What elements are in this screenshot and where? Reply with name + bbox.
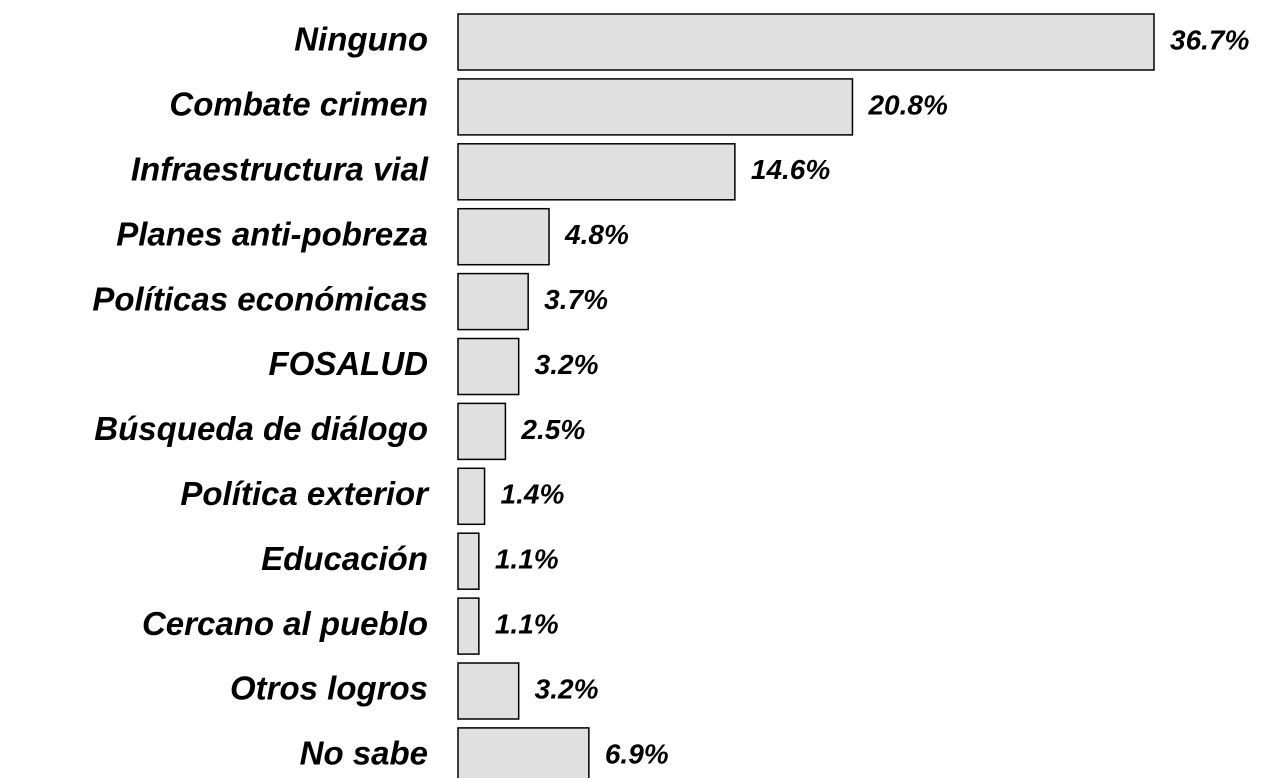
value-label: 3.2% <box>535 349 599 380</box>
category-label: Planes anti-pobreza <box>116 215 428 252</box>
category-label: No sabe <box>300 735 428 772</box>
category-label: Política exterior <box>180 475 430 512</box>
value-label: 4.8% <box>564 219 629 250</box>
bar <box>457 402 507 461</box>
category-label: Políticas económicas <box>92 280 428 317</box>
value-label: 20.8% <box>867 89 947 120</box>
value-label: 14.6% <box>751 154 830 185</box>
value-label: 2.5% <box>520 414 585 445</box>
category-label: Ninguno <box>294 21 428 58</box>
value-label: 1.4% <box>501 479 565 510</box>
bar <box>457 532 480 590</box>
value-label: 3.7% <box>544 284 608 315</box>
bar <box>457 13 1155 71</box>
value-label: 3.2% <box>535 673 599 704</box>
category-label: Cercano al pueblo <box>142 605 428 642</box>
value-label: 36.7% <box>1170 24 1249 55</box>
bar <box>457 662 520 720</box>
bar <box>457 337 520 396</box>
bar <box>457 597 480 655</box>
bar <box>457 207 550 266</box>
bar <box>457 143 736 201</box>
value-label: 1.1% <box>495 544 559 575</box>
category-label: Infraestructura vial <box>131 151 429 188</box>
bar <box>457 467 486 526</box>
value-label: 1.1% <box>495 608 559 639</box>
bar <box>457 78 854 136</box>
bar <box>457 727 590 778</box>
category-label: FOSALUD <box>269 345 429 382</box>
category-label: Educación <box>261 540 428 577</box>
value-label: 6.9% <box>605 738 669 769</box>
category-label: Búsqueda de diálogo <box>94 410 428 447</box>
category-label: Combate crimen <box>169 86 428 123</box>
category-label: Otros logros <box>230 670 428 707</box>
bar <box>457 272 529 331</box>
